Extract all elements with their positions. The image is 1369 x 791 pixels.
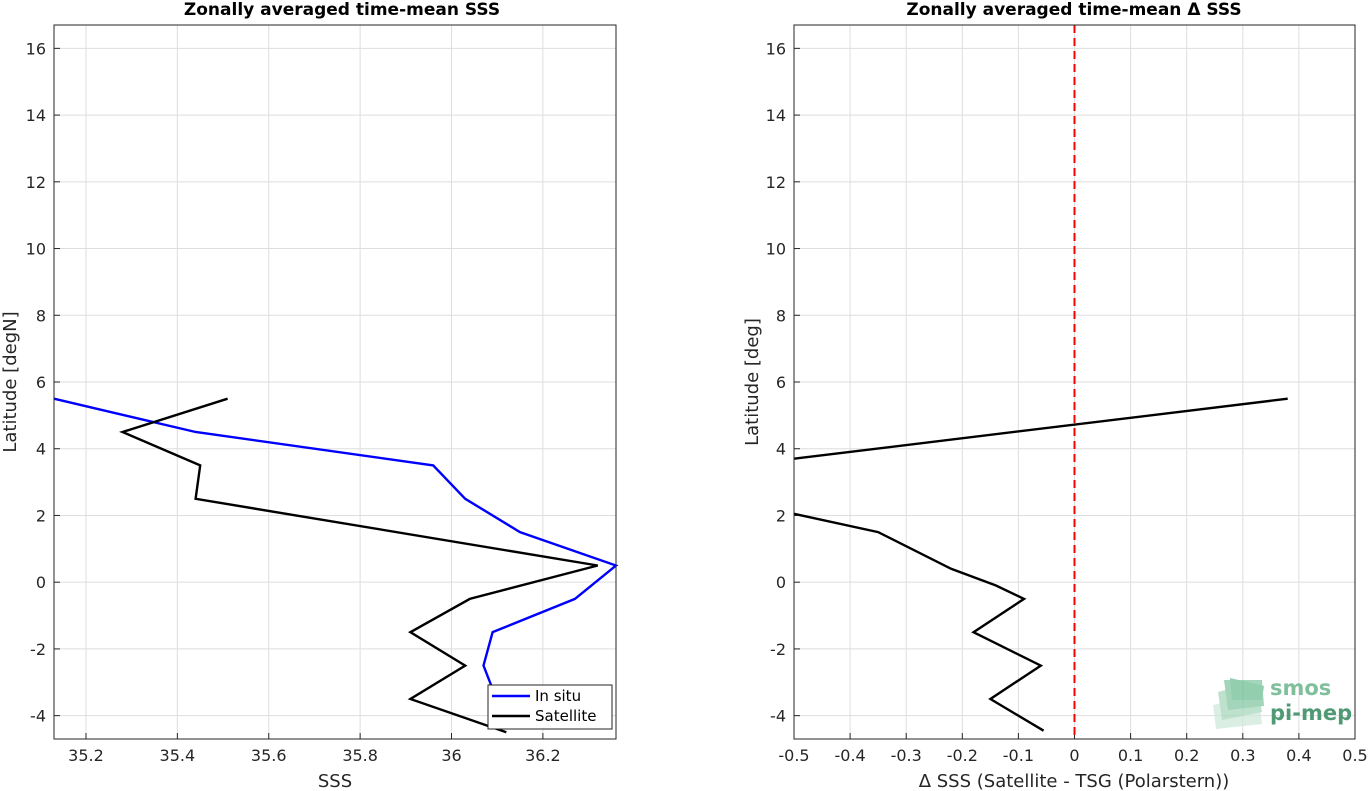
y-tick-label: 12 [26,173,46,192]
x-tick-label: 35.4 [160,746,196,765]
legend-label-in-situ: In situ [535,687,581,705]
x-tick-label: 0.4 [1286,746,1311,765]
y-tick-label: 12 [766,173,786,192]
legend: In situ Satellite [487,684,613,730]
y-tick-label: 16 [766,39,786,58]
left-grid [54,25,616,739]
legend-label-satellite: Satellite [535,707,596,725]
y-tick-label: -4 [770,707,786,726]
x-tick-label: -0.2 [947,746,978,765]
y-tick-label: 14 [766,106,786,125]
x-tick-label: 0.2 [1174,746,1199,765]
y-tick-label: 16 [26,39,46,58]
y-tick-label: 8 [36,306,46,325]
left-x-axis-label: SSS [318,771,352,791]
y-tick-label: 2 [36,506,46,525]
y-tick-label: 6 [776,373,786,392]
left-y-axis-label: Latitude [degN] [0,311,21,452]
series-line-satellite [119,397,599,734]
y-tick-label: -2 [30,640,46,659]
y-tick-label: 10 [766,240,786,259]
series-line-delta-sss [793,397,1288,460]
x-tick-label: 0.1 [1118,746,1143,765]
x-tick-label: -0.3 [891,746,922,765]
y-tick-label: 14 [26,106,46,125]
y-tick-label: -2 [770,640,786,659]
right-y-axis-label: Latitude [deg] [742,318,763,446]
x-tick-label: -0.1 [1003,746,1034,765]
x-tick-label: -0.5 [778,746,809,765]
logo-text-pi-mep: pi-mep [1270,701,1352,725]
x-tick-label: 0.5 [1342,746,1367,765]
right-panel: Zonally averaged time-mean Δ SSS -0.5 -0.… [742,0,1368,791]
x-tick-label: -0.4 [834,746,865,765]
left-panel: Zonally averaged time-mean SSS 35.2 35.4 3… [0,0,619,791]
right-series-lines [793,397,1288,732]
logo-text-smos: smos [1270,676,1331,700]
y-tick-label: 4 [776,440,786,459]
left-tick-labels: 35.2 35.4 35.6 35.8 36 36.2 -4 -2 0 2 4 6 8 10 12 14 16 [26,39,561,765]
left-axes-box [53,24,617,740]
logo-emblem-icon [1213,678,1264,729]
right-x-axis-label: Δ SSS (Satellite - TSG (Polarstern)) [919,771,1230,791]
left-chart-title: Zonally averaged time-mean SSS [184,0,500,20]
x-tick-label: 0 [1069,746,1079,765]
smos-pi-mep-logo: smos pi-mep [1213,676,1352,729]
series-line-delta-sss [793,512,1045,732]
left-series-lines [53,397,619,734]
right-chart-title: Zonally averaged time-mean Δ SSS [906,0,1241,20]
right-axes-box [793,24,1356,740]
y-tick-label: 6 [36,373,46,392]
y-tick-label: 0 [36,573,46,592]
y-tick-label: 2 [776,506,786,525]
legend-box [487,684,613,730]
series-line-in-situ [53,397,619,690]
y-tick-label: 0 [776,573,786,592]
x-tick-label: 35.2 [68,746,104,765]
x-tick-label: 36 [441,746,461,765]
right-tick-labels: -0.5 -0.4 -0.3 -0.2 -0.1 0 0.1 0.2 0.3 0.4 0.5 -4 -2… [766,39,1368,765]
x-tick-label: 35.8 [342,746,378,765]
y-tick-label: 8 [776,306,786,325]
y-tick-label: -4 [30,707,46,726]
y-tick-label: 4 [36,440,46,459]
x-tick-label: 35.6 [251,746,287,765]
x-tick-label: 36.2 [525,746,561,765]
x-tick-label: 0.3 [1230,746,1255,765]
y-tick-label: 10 [26,240,46,259]
